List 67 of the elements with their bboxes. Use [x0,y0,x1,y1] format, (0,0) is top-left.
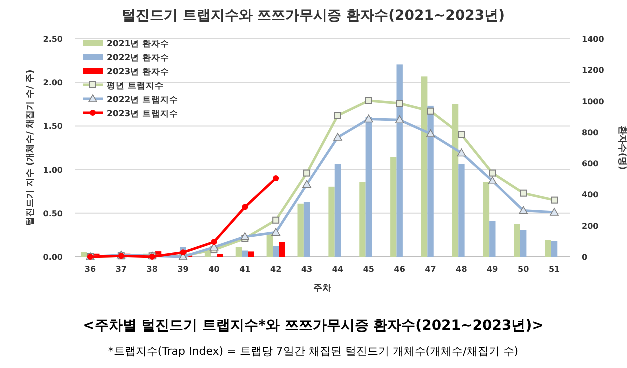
y2-tick-label: 800 [582,128,600,138]
bar [483,182,490,257]
y2-tick-label: 400 [582,190,600,200]
x-tick-label: 40 [208,265,220,274]
legend-label: 2022년 트랩지수 [107,96,179,106]
x-tick-label: 47 [425,265,436,274]
y-tick-label: 1.00 [43,166,64,175]
y-tick-label: 0.50 [43,209,64,218]
x-tick-label: 44 [332,265,344,274]
x-tick-label: 42 [270,265,282,274]
text: *트랩지수(Trap Index) = 트랩당 7일간 채집된 털진드기 개체수(개체수/채집기 수) [108,345,519,358]
bar [273,246,280,257]
bar [551,241,558,257]
bar [328,186,335,257]
bar [266,234,273,257]
x-tick-label: 51 [548,265,561,274]
bar [81,252,88,257]
x-tick-label: 41 [240,265,252,274]
chart-title: 털진드기 트랩지수와 쯔쯔가무시증 환자수(2021~2023년) [122,8,506,24]
y-tick-label: 1.50 [43,122,64,132]
x-tick-label: 45 [363,265,375,274]
bar [334,164,342,257]
x-axis-title: 주차 [314,284,332,294]
bar [304,202,310,257]
bar [298,204,304,257]
y2-tick-label: 600 [582,160,600,169]
bar [236,247,242,257]
legend-label: 2022년 환자수 [107,54,170,64]
bar [248,252,254,257]
y2-tick-label: 200 [582,222,600,231]
bar [360,182,366,257]
bar [242,250,248,257]
x-tick-label: 50 [518,265,530,274]
x-tick-label: 49 [487,265,499,274]
x-tick-label: 37 [116,265,127,274]
bar [490,221,496,257]
legend-label: 2023년 환자수 [107,68,170,78]
legend-label: 2023년 트랩지수 [107,110,179,120]
y-tick-label: 0.00 [43,253,64,262]
y2-tick-label: 1400 [582,35,605,44]
x-tick-label: 38 [146,265,158,274]
y2-tick-label: 0 [582,253,588,262]
bar [458,164,465,257]
legend-label: 평년 트랩지수 [107,82,164,92]
bar [217,254,224,257]
y2-tick-label: 1200 [582,66,605,76]
bar [279,242,286,257]
x-tick-label: 39 [178,265,190,274]
y2-tick-label: 1000 [582,97,605,106]
point [211,239,218,246]
x-tick-label: 48 [456,265,468,274]
x-tick-label: 46 [394,265,406,274]
legend-label: 2021년 환자수 [107,40,170,50]
text: <주차별 털진드기 트랩지수*와 쯔쯔가무시증 환자수(2021~2023년)> [83,318,544,334]
y-axis-title: 털진드기 지수 (개체수/ 채집기 수/ 주) [26,70,36,226]
y2-axis-title: 환자수(명) [617,126,627,170]
bar [520,230,527,257]
bar [390,157,397,257]
bar [545,240,552,257]
point [273,176,280,182]
bar [514,224,520,257]
point [180,250,186,256]
x-tick-label: 43 [301,265,313,274]
y-tick-label: 2.00 [43,78,64,88]
point [242,204,248,210]
y-tick-label: 2.50 [43,35,64,44]
x-tick-label: 36 [84,265,96,274]
